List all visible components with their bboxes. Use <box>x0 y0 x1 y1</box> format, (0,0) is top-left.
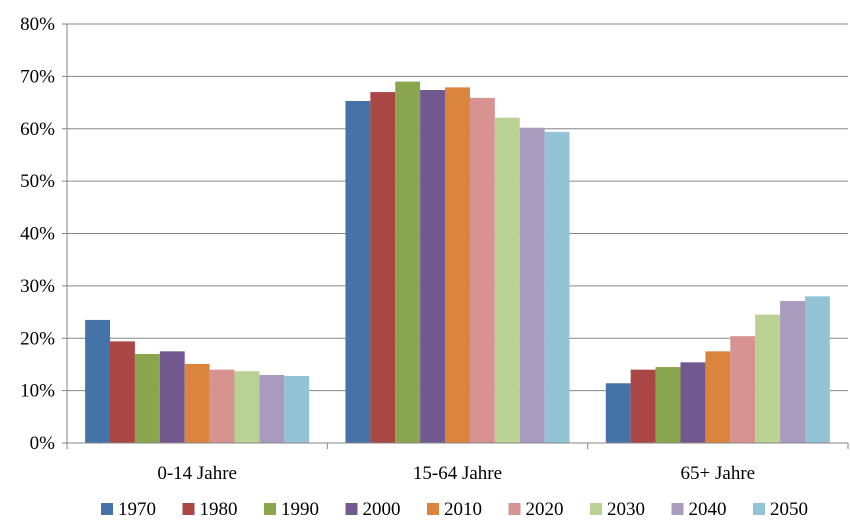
legend: 1970 1980 1990 2000 2010 2020 2030 2040 2050 <box>101 499 808 520</box>
bar-1970-2 <box>605 383 631 443</box>
legend-swatch <box>508 503 521 515</box>
bar-2020-0 <box>209 369 235 443</box>
bar-2010-2 <box>705 351 731 443</box>
y-tick-label: 30% <box>20 276 55 297</box>
x-tick-label: 65+ Jahre <box>681 463 756 484</box>
bar-2020-2 <box>730 336 756 443</box>
bar-2040-2 <box>780 301 805 443</box>
x-axis-tick-labels: 0-14 Jahre 15-64 Jahre 65+ Jahre <box>157 463 755 484</box>
x-tick-label: 0-14 Jahre <box>157 463 237 484</box>
bar-2000-2 <box>680 362 706 443</box>
bar-1970-0 <box>85 319 111 443</box>
legend-label: 2000 <box>363 499 401 520</box>
bar-1990-2 <box>655 367 681 443</box>
legend-label: 2030 <box>607 499 645 520</box>
bar-2030-2 <box>755 314 781 443</box>
legend-swatch <box>264 503 276 515</box>
legend-label: 2010 <box>444 499 482 520</box>
legend-label: 1970 <box>118 499 156 520</box>
legend-label: 1980 <box>200 499 238 520</box>
y-tick-label: 0% <box>30 433 56 454</box>
bar-2010-1 <box>445 87 470 443</box>
bar-2040-1 <box>519 127 545 443</box>
bar-1970-1 <box>345 100 371 444</box>
y-tick-label: 70% <box>20 66 55 87</box>
bar-2030-1 <box>494 117 520 443</box>
y-tick-label: 60% <box>20 119 55 140</box>
bar-2050-1 <box>544 131 570 443</box>
bar-2000-0 <box>159 351 185 443</box>
y-axis-tick-labels: 0% 10% 20% 30% 40% 50% 60% 70% 80% <box>20 14 55 454</box>
axes <box>62 23 849 449</box>
bar-2020-1 <box>469 97 495 443</box>
y-tick-label: 10% <box>20 381 55 402</box>
bar-1980-2 <box>630 369 656 443</box>
legend-label: 2040 <box>689 499 727 520</box>
bar-2030-0 <box>234 371 260 443</box>
legend-swatch <box>671 503 684 515</box>
legend-swatch <box>182 503 195 515</box>
legend-label: 1990 <box>281 499 319 520</box>
legend-label: 2050 <box>770 499 808 520</box>
bar-2000-1 <box>420 89 446 444</box>
bar-2040-0 <box>259 374 285 443</box>
legend-swatch <box>590 503 602 515</box>
x-tick-label: 15-64 Jahre <box>413 463 502 484</box>
bar-1980-0 <box>110 341 135 443</box>
legend-swatch <box>753 503 765 515</box>
legend-swatch <box>427 503 439 515</box>
bar-1980-1 <box>370 92 396 444</box>
bar-1990-0 <box>134 353 160 443</box>
bar-1990-1 <box>395 81 421 444</box>
bar-2050-2 <box>804 296 830 443</box>
bar-2010-0 <box>184 363 210 443</box>
bar-2050-0 <box>284 375 310 443</box>
y-tick-label: 20% <box>20 328 55 349</box>
legend-swatch <box>101 503 113 515</box>
y-tick-label: 80% <box>20 14 55 35</box>
legend-swatch <box>345 503 358 515</box>
y-tick-label: 40% <box>20 224 55 245</box>
legend-label: 2020 <box>526 499 564 520</box>
y-tick-label: 50% <box>20 171 55 192</box>
bars <box>85 81 830 444</box>
